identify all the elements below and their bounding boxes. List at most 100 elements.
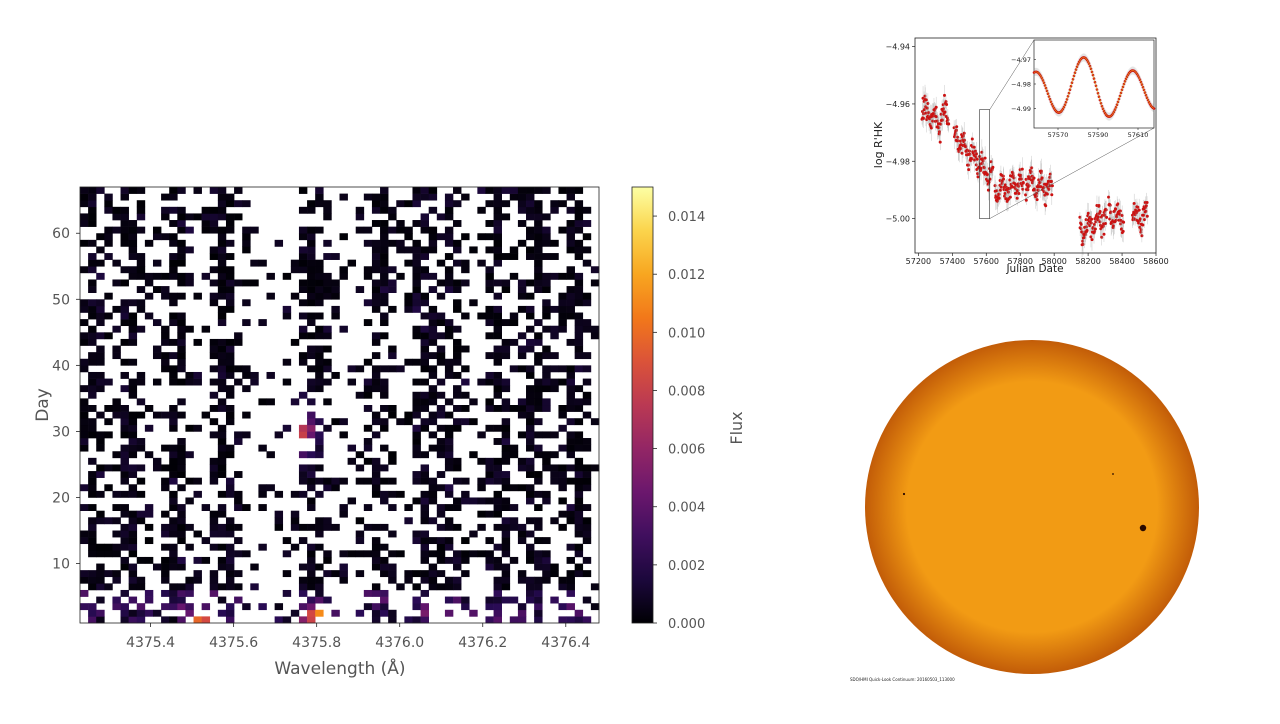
heatmap-cell — [323, 596, 332, 604]
heatmap-cell — [315, 272, 324, 280]
heatmap-cell — [128, 583, 138, 591]
heatmap-cell — [217, 187, 227, 194]
heatmap-cell — [371, 563, 381, 571]
heatmap-cell — [461, 537, 470, 545]
heatmap-cell — [534, 523, 543, 531]
heatmap-cell — [509, 484, 519, 492]
heatmap-cell — [461, 391, 470, 399]
heatmap-cell — [558, 325, 567, 333]
heatmap-cell — [339, 563, 348, 571]
heatmap-cell — [566, 444, 575, 452]
heatmap-cell — [96, 272, 105, 280]
heatmap-cell — [193, 570, 202, 578]
heatmap-cell — [371, 239, 381, 247]
heatmap-cell — [298, 233, 308, 241]
heatmap-cell — [517, 352, 527, 360]
heatmap-cell — [307, 365, 316, 373]
timeseries-point — [1015, 196, 1019, 200]
heatmap-cell — [461, 279, 470, 287]
heatmap-cell — [371, 431, 381, 439]
heatmap-cell — [128, 239, 138, 247]
timeseries-point — [921, 96, 925, 100]
heatmap-cell — [355, 550, 365, 558]
heatmap-cell — [380, 253, 389, 260]
heatmap-cell — [355, 464, 365, 472]
heatmap-cell — [574, 220, 584, 227]
heatmap-cell — [420, 378, 429, 386]
timeseries-x-tick-label: 58000 — [1041, 257, 1066, 266]
heatmap-cell — [307, 609, 316, 617]
heatmap-cell — [120, 556, 129, 564]
heatmap-cell — [574, 405, 584, 412]
heatmap-cell — [120, 504, 129, 511]
heatmap-cell — [566, 246, 575, 254]
heatmap-cell — [534, 490, 543, 498]
heatmap-cell — [88, 490, 97, 498]
heatmap-cell — [582, 391, 592, 399]
timeseries-point — [1122, 220, 1126, 224]
heatmap-cell — [501, 398, 511, 406]
heatmap-cell — [493, 319, 502, 327]
heatmap-cell — [88, 266, 97, 274]
heatmap-cell — [380, 589, 389, 597]
heatmap-cell — [566, 438, 575, 445]
heatmap-cell — [161, 616, 170, 624]
sun-disk — [865, 340, 1199, 674]
heatmap-cell — [428, 576, 438, 584]
colorbar: 0.0000.0020.0040.0060.0080.0100.0120.014… — [631, 186, 746, 632]
heatmap-cell — [371, 583, 381, 591]
timeseries-y-tick-label: −4.98 — [885, 157, 910, 166]
heatmap-cell — [493, 371, 502, 379]
heatmap-cell — [104, 543, 113, 551]
heatmap-cell — [485, 266, 494, 274]
heatmap-cell — [493, 246, 502, 254]
heatmap-cell — [501, 345, 511, 353]
heatmap-cell — [526, 543, 535, 551]
heatmap-cell — [112, 464, 121, 472]
heatmap-cell — [380, 523, 389, 531]
heatmap-cell — [566, 233, 575, 241]
heatmap-cell — [534, 583, 543, 591]
heatmap-cell — [380, 543, 389, 551]
timeseries-point — [1050, 179, 1054, 183]
heatmap-cell — [177, 246, 186, 254]
heatmap-cell — [234, 332, 243, 340]
heatmap-cell — [315, 451, 324, 459]
heatmap-cell — [534, 517, 543, 525]
heatmap-cell — [315, 279, 324, 287]
timeseries-point — [943, 93, 946, 97]
heatmap-cell — [307, 418, 316, 426]
heatmap-cell — [242, 504, 251, 511]
heatmap-cell — [574, 418, 584, 426]
heatmap-cell — [444, 464, 454, 472]
heatmap-cell — [177, 272, 186, 280]
heatmap-cell — [371, 193, 381, 201]
heatmap-cell — [193, 530, 202, 538]
heatmap-cell — [225, 530, 235, 538]
heatmap-cell — [225, 570, 235, 578]
heatmap-cell — [436, 405, 446, 412]
heatmap-cell — [209, 477, 219, 485]
heatmap-cell — [177, 583, 186, 591]
heatmap-cell — [307, 385, 316, 393]
heatmap-cell — [526, 484, 535, 492]
heatmap-cell — [371, 299, 381, 307]
heatmap-cell — [193, 490, 202, 498]
heatmap-cell — [566, 504, 575, 511]
heatmap-cell — [526, 530, 535, 538]
heatmap-cell — [161, 338, 170, 346]
heatmap-cell — [420, 603, 429, 611]
heatmap-cell — [136, 272, 146, 280]
heatmap-cell — [128, 226, 138, 234]
heatmap-cell — [428, 411, 438, 419]
heatmap-cell — [444, 609, 454, 617]
heatmap-cell — [453, 246, 462, 254]
heatmap-cell — [582, 378, 592, 386]
timeseries-point — [934, 105, 938, 109]
timeseries-point — [1017, 184, 1021, 188]
heatmap-cell — [201, 226, 211, 234]
heatmap-cell — [501, 253, 511, 260]
heatmap-cell — [412, 187, 421, 194]
heatmap-cell — [177, 537, 186, 545]
heatmap-cell — [444, 490, 454, 498]
